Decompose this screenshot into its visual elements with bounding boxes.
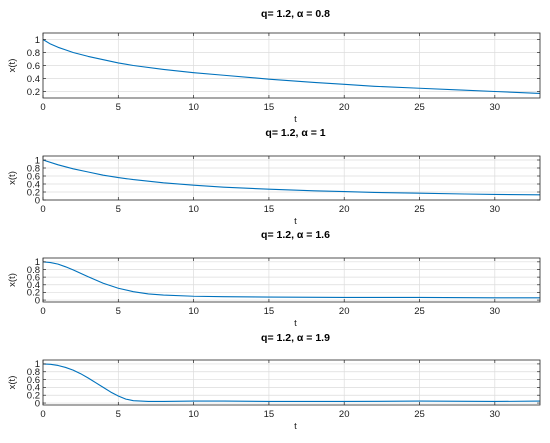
plot-area [43,156,540,200]
x-tick-label: 10 [188,204,199,215]
y-tick-label: 0.6 [27,61,40,72]
y-tick-label: 0 [35,398,40,409]
x-tick-label: 5 [116,306,121,317]
y-tick-label: 0.6 [27,272,40,283]
y-axis-label: x(t) [7,273,18,287]
x-tick-label: 25 [414,409,425,420]
subplot-1: 0 5 10 15 20 25 30 0.2 0.4 0.6 0.8 1 q= 1.2, α = 0.8… [7,8,541,125]
x-tick-label: 20 [339,102,350,113]
y-tick-label: 0.6 [27,375,40,386]
x-tick-label: 15 [264,409,275,420]
x-tick-label: 0 [40,306,45,317]
plot-area [43,258,540,302]
y-tick-label: 0.4 [27,383,40,394]
x-axis-label: t [294,216,297,227]
chart-title: q= 1.2, α = 0.8 [261,8,330,20]
x-tick-label: 5 [116,204,121,215]
y-tick-label: 0 [35,195,40,206]
x-tick-label: 30 [490,102,501,113]
y-tick-label: 1 [35,155,40,166]
x-tick-label: 10 [188,306,199,317]
y-tick-label: 0.8 [27,48,40,59]
y-tick-label: 0.2 [27,87,40,98]
y-tick-label: 0.4 [27,280,40,291]
axes-box [42,359,541,406]
y-tick-label: 0.4 [27,179,40,190]
x-tick-label: 25 [414,102,425,113]
y-tick-label: 0 [35,295,40,306]
y-tick-label: 1 [35,35,40,46]
y-tick-label: 0.2 [27,187,40,198]
series-line [42,261,540,299]
axes-box [42,155,541,201]
y-tick-label: 0.6 [27,171,40,182]
y-axis-label: x(t) [7,376,18,390]
x-tick-label: 20 [339,306,350,317]
x-tick-label: 15 [264,102,275,113]
series-line [42,363,541,403]
subplot-4: 0 5 10 15 20 25 30 00.20.40.60.81 q= 1.2, α = 1.… [7,332,541,432]
x-tick-label: 10 [188,102,199,113]
x-tick-label: 25 [414,306,425,317]
y-tick-label: 0.2 [27,391,40,402]
x-axis-label: t [294,318,297,329]
series-line [42,39,541,94]
x-tick-label: 5 [116,409,121,420]
x-tick-label: 0 [40,409,45,420]
x-axis-label: t [294,421,297,432]
x-tick-label: 0 [40,102,45,113]
x-tick-label: 0 [40,204,45,215]
x-tick-label: 25 [414,204,425,215]
y-axis-label: x(t) [7,171,18,185]
y-tick-label: 0.2 [27,288,40,299]
x-axis-label: t [294,114,297,125]
y-tick-label: 1 [35,359,40,370]
y-tick-label: 1 [35,257,40,268]
series-line [42,159,541,196]
subplot-2: 0 5 10 15 20 25 30 00.20.40.60.81 q= 1.2, α = 1 t… [7,127,541,227]
plot-area [43,360,540,405]
x-tick-label: 5 [116,102,121,113]
y-tick-label: 0.8 [27,163,40,174]
y-axis-label: x(t) [7,59,18,73]
chart-title: q= 1.2, α = 1 [265,127,325,139]
chart-title: q= 1.2, α = 1.6 [261,229,330,241]
x-tick-label: 20 [339,204,350,215]
x-tick-label: 30 [490,306,501,317]
y-tick-label: 0.4 [27,74,40,85]
y-tick-label: 0.8 [27,265,40,276]
x-tick-label: 30 [490,409,501,420]
chart-title: q= 1.2, α = 1.9 [261,332,330,344]
axes-box [42,257,541,303]
subplot-3: 0 5 10 15 20 25 30 00.20.40.60.81 q= 1.2, α = 1.… [7,229,541,329]
x-tick-label: 20 [339,409,350,420]
x-tick-label: 10 [188,409,199,420]
x-tick-label: 15 [264,204,275,215]
x-tick-label: 15 [264,306,275,317]
x-tick-label: 30 [490,204,501,215]
y-tick-label: 0.8 [27,367,40,378]
